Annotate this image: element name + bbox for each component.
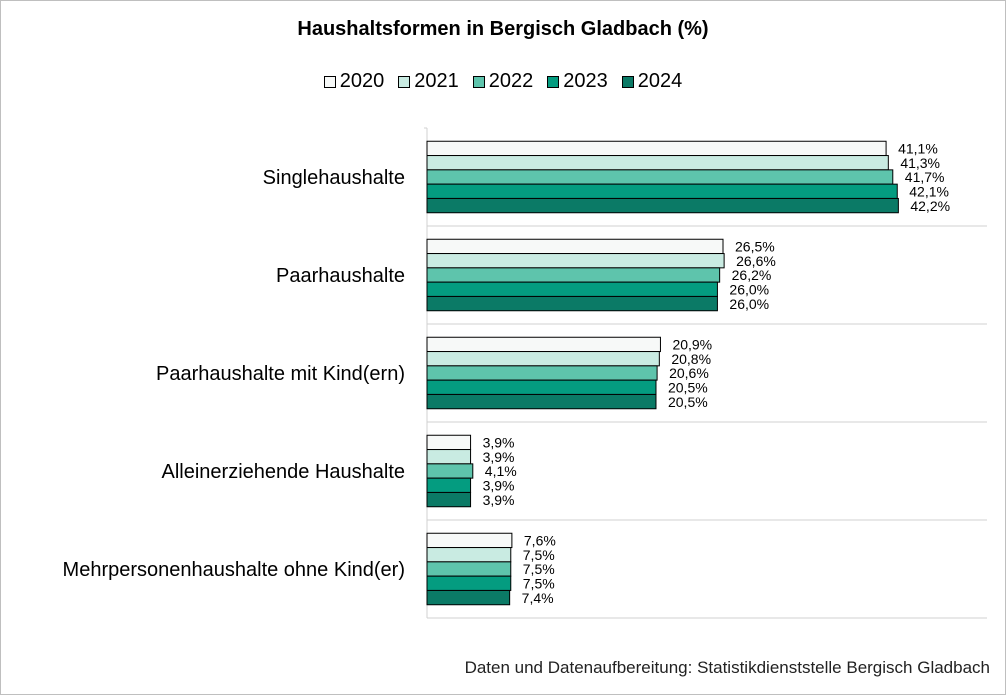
bar-2022 [426,463,474,479]
category-label: Paarhaushalte mit Kind(ern) [156,363,405,385]
category-label: Singlehaushalte [263,167,405,189]
bar-2021 [426,547,512,563]
bar-2023 [426,575,512,591]
category-label: Alleinerziehende Haushalte [162,461,406,483]
legend-label: 2022 [488,70,534,92]
legend-swatch [472,75,485,88]
bar-2021 [426,449,472,465]
bar-2024 [426,295,718,312]
legend-swatch [547,75,560,88]
legend: 2020 2021 2022 2023 2024 [0,70,1006,93]
legend-item-2022: 2022 [472,70,534,93]
bar-2021 [426,351,660,367]
data-label: 7,6% [524,533,556,549]
legend-item-2023: 2023 [547,70,608,93]
bar-2024 [426,589,511,606]
data-label: 42,1% [909,183,949,199]
data-label: 3,9% [483,477,515,493]
data-label: 26,0% [729,281,769,297]
data-label: 4,1% [485,463,517,479]
legend-label: 2023 [563,70,608,92]
legend-item-2020: 2020 [323,70,385,93]
data-label: 26,6% [736,253,776,269]
data-label: 7,5% [523,547,555,563]
legend-label: 2024 [637,70,683,92]
data-label: 7,5% [523,561,555,577]
bar-2021 [426,155,889,171]
data-label: 3,9% [483,435,515,451]
bar-2023 [426,477,472,493]
bar-2024 [426,491,472,508]
bar-2022 [426,561,512,577]
data-label: 7,5% [523,575,555,591]
data-label: 41,3% [900,155,940,171]
data-label: 20,9% [672,337,712,353]
bar-2020 [426,336,661,353]
bar-2023 [426,183,898,199]
data-label: 20,8% [671,351,711,367]
data-label: 20,5% [668,394,708,410]
category-label: Mehrpersonenhaushalte ohne Kind(er) [63,559,405,581]
data-label: 3,9% [483,492,515,508]
bar-2022 [426,267,721,283]
legend-swatch [398,75,411,88]
data-label: 3,9% [483,449,515,465]
bar-2022 [426,365,658,381]
bar-2023 [426,379,657,395]
data-label: 20,5% [668,379,708,395]
data-label: 26,2% [732,267,772,283]
bar-2022 [426,169,894,185]
data-label: 26,5% [735,239,775,255]
chart-title: Haushaltsformen in Bergisch Gladbach (%) [297,18,709,40]
category-label: Paarhaushalte [276,265,405,287]
bar-2024 [426,393,657,410]
bar-2020 [426,140,887,157]
legend-item-2024: 2024 [621,70,683,93]
data-label: 7,4% [522,590,554,606]
data-label: 20,6% [669,365,709,381]
legend-swatch [621,75,634,88]
data-label: 41,7% [905,169,945,185]
data-label: 26,0% [729,296,769,312]
bar-2020 [426,434,472,451]
bar-2020 [426,238,724,255]
bar-2024 [426,197,899,214]
legend-item-2021: 2021 [398,70,459,93]
bar-2020 [426,532,513,549]
bar-2023 [426,281,718,297]
data-label: 42,2% [910,198,950,214]
source-note: Daten und Datenaufbereitung: Statistikdi… [464,658,990,677]
legend-swatch [323,75,336,88]
bar-2021 [426,253,725,269]
data-label: 41,1% [898,141,938,157]
legend-label: 2021 [414,70,459,92]
legend-label: 2020 [339,70,385,92]
